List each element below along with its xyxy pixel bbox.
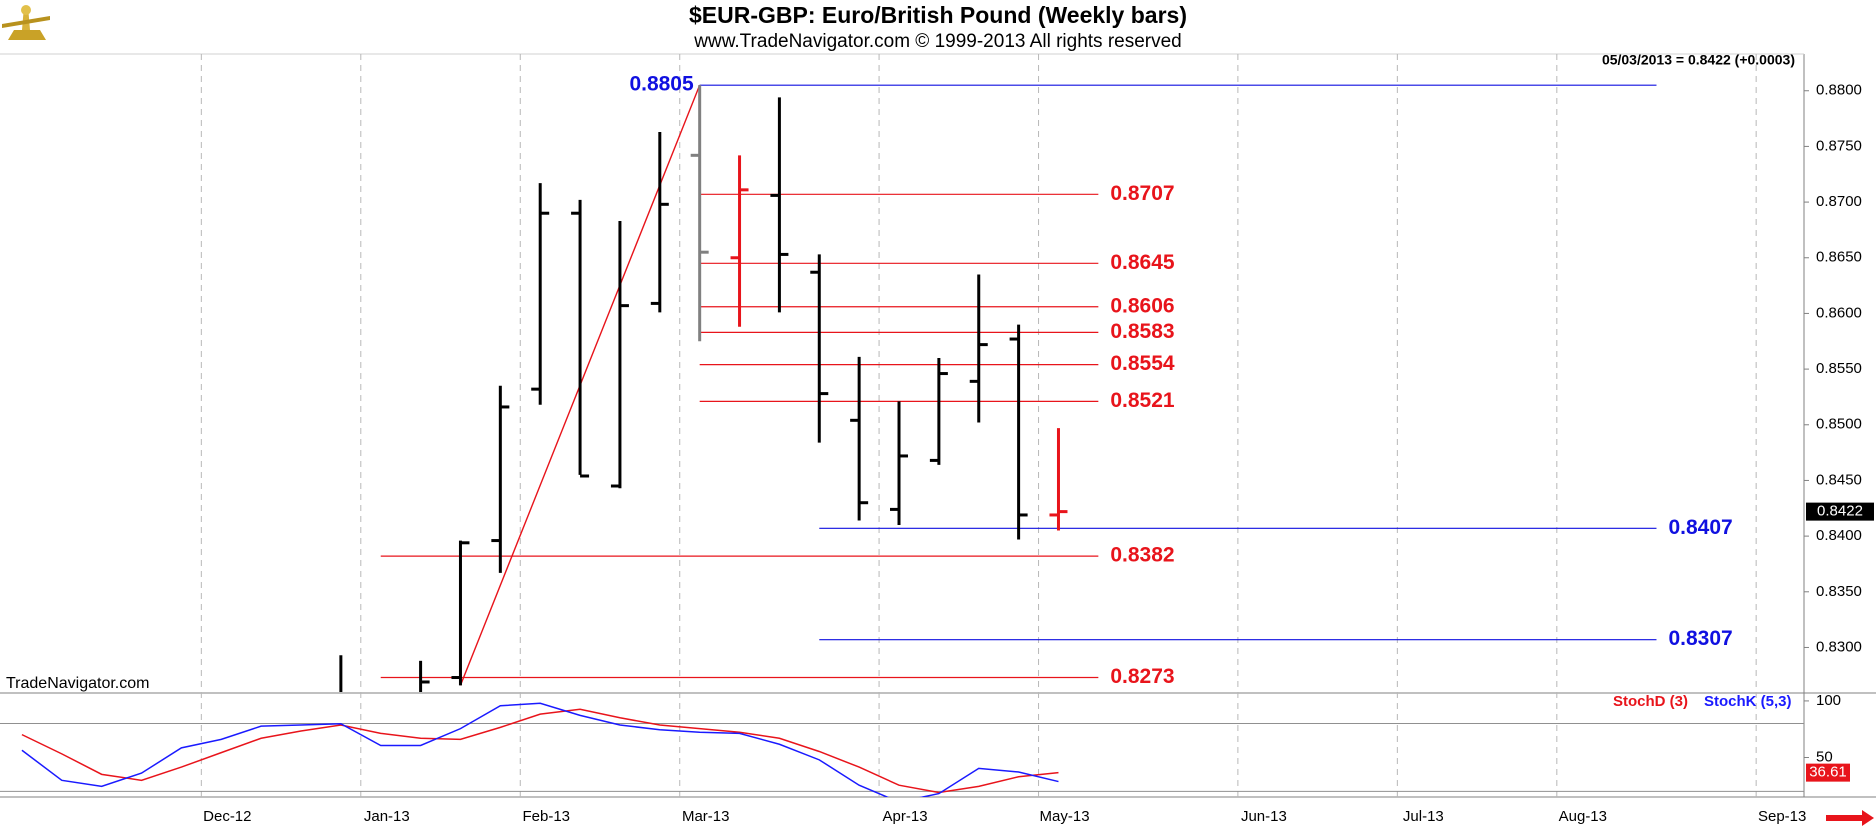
x-tick-label: May-13 xyxy=(1040,808,1090,825)
y-tick-label: 50 xyxy=(1816,748,1833,765)
y-tick-label: 0.8700 xyxy=(1816,193,1862,210)
y-tick-label: 0.8400 xyxy=(1816,527,1862,544)
x-tick-label: Apr-13 xyxy=(883,808,928,825)
y-tick-label: 0.8300 xyxy=(1816,638,1862,655)
x-tick-label: Jan-13 xyxy=(364,808,410,825)
last-value-label: 36.61 xyxy=(1809,764,1847,781)
watermark: TradeNavigator.com xyxy=(6,675,149,692)
x-tick-label: Aug-13 xyxy=(1559,808,1607,825)
stoch-line xyxy=(21,702,1059,797)
level-label: 0.8307 xyxy=(1668,627,1732,650)
stoch-plot xyxy=(21,702,1059,797)
x-tick-label: Mar-13 xyxy=(682,808,730,825)
x-tick-label: Dec-12 xyxy=(203,808,251,825)
y-tick-label: 0.8550 xyxy=(1816,360,1862,377)
x-tick-label: Jul-13 xyxy=(1403,808,1444,825)
last-value-box xyxy=(1806,763,1850,782)
last-value-box xyxy=(1806,502,1874,521)
legend-entry: StochD (3) xyxy=(1613,693,1688,710)
x-tick-label: Feb-13 xyxy=(523,808,571,825)
quote-annotation: 05/03/2013 = 0.8422 (+0.0003) xyxy=(1602,52,1795,68)
last-value-label: 0.8422 xyxy=(1817,503,1863,520)
level-label: 0.8606 xyxy=(1110,294,1174,317)
level-label: 0.8805 xyxy=(629,73,694,96)
y-tick-label: 100 xyxy=(1816,692,1841,709)
x-tick-label: Sep-13 xyxy=(1758,808,1806,825)
chart-subtitle: www.TradeNavigator.com © 1999-2013 All r… xyxy=(693,31,1181,52)
level-label: 0.8521 xyxy=(1110,389,1175,412)
level-label: 0.8407 xyxy=(1668,516,1732,539)
level-label: 0.8273 xyxy=(1110,665,1174,688)
y-tick-label: 0.8500 xyxy=(1816,416,1862,433)
x-tick-label: Jun-13 xyxy=(1241,808,1287,825)
y-tick-label: 0.8800 xyxy=(1816,82,1862,99)
level-label: 0.8645 xyxy=(1110,251,1175,274)
y-tick-label: 0.8350 xyxy=(1816,583,1862,600)
y-tick-label: 0.8600 xyxy=(1816,304,1862,321)
legend-entry: StochK (5,3) xyxy=(1704,693,1792,710)
stoch-line xyxy=(21,708,1059,794)
level-label: 0.8382 xyxy=(1110,544,1174,567)
y-tick-label: 0.8750 xyxy=(1816,137,1862,154)
level-label: 0.8707 xyxy=(1110,182,1174,205)
logo xyxy=(2,5,50,40)
scroll-arrow[interactable] xyxy=(1826,810,1874,826)
chart-title: $EUR-GBP: Euro/British Pound (Weekly bar… xyxy=(689,2,1187,28)
y-tick-label: 0.8650 xyxy=(1816,249,1862,266)
y-tick-label: 0.8450 xyxy=(1816,471,1862,488)
level-label: 0.8583 xyxy=(1110,320,1174,343)
level-label: 0.8554 xyxy=(1110,352,1175,375)
price-plot xyxy=(339,84,1657,692)
